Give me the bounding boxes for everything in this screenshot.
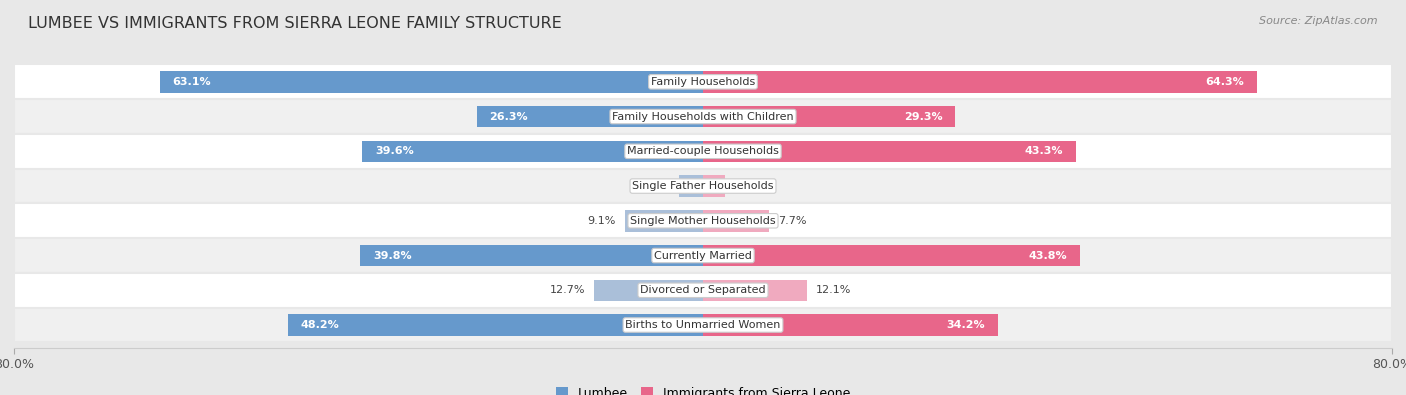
Bar <box>288 314 703 336</box>
Text: 43.3%: 43.3% <box>1025 146 1063 156</box>
Bar <box>14 99 1392 134</box>
Text: 12.7%: 12.7% <box>550 285 585 295</box>
Bar <box>593 280 703 301</box>
Text: 12.1%: 12.1% <box>815 285 851 295</box>
Bar <box>360 245 703 266</box>
Text: LUMBEE VS IMMIGRANTS FROM SIERRA LEONE FAMILY STRUCTURE: LUMBEE VS IMMIGRANTS FROM SIERRA LEONE F… <box>28 16 562 31</box>
Text: Single Mother Households: Single Mother Households <box>630 216 776 226</box>
Text: 39.6%: 39.6% <box>375 146 413 156</box>
Bar <box>703 71 1257 92</box>
Bar <box>14 238 1392 273</box>
Legend: Lumbee, Immigrants from Sierra Leone: Lumbee, Immigrants from Sierra Leone <box>551 382 855 395</box>
Text: Divorced or Separated: Divorced or Separated <box>640 285 766 295</box>
Bar <box>703 210 769 231</box>
Bar <box>703 141 1076 162</box>
Text: 2.5%: 2.5% <box>733 181 762 191</box>
Bar <box>679 175 703 197</box>
Bar <box>14 169 1392 203</box>
Bar <box>703 245 1080 266</box>
Text: 43.8%: 43.8% <box>1029 250 1067 261</box>
Bar <box>477 106 703 127</box>
Text: 2.8%: 2.8% <box>641 181 671 191</box>
Text: Births to Unmarried Women: Births to Unmarried Women <box>626 320 780 330</box>
Text: 63.1%: 63.1% <box>173 77 211 87</box>
Text: Married-couple Households: Married-couple Households <box>627 146 779 156</box>
Bar <box>703 314 997 336</box>
Text: Source: ZipAtlas.com: Source: ZipAtlas.com <box>1260 16 1378 26</box>
Text: 29.3%: 29.3% <box>904 111 942 122</box>
Bar <box>14 308 1392 342</box>
Text: 48.2%: 48.2% <box>301 320 340 330</box>
Bar <box>703 175 724 197</box>
Text: Family Households: Family Households <box>651 77 755 87</box>
Bar <box>160 71 703 92</box>
Text: 39.8%: 39.8% <box>373 250 412 261</box>
Text: 26.3%: 26.3% <box>489 111 529 122</box>
Text: Single Father Households: Single Father Households <box>633 181 773 191</box>
Text: 9.1%: 9.1% <box>588 216 616 226</box>
Text: 7.7%: 7.7% <box>778 216 807 226</box>
Bar <box>703 280 807 301</box>
Bar <box>14 134 1392 169</box>
Text: Currently Married: Currently Married <box>654 250 752 261</box>
Text: Family Households with Children: Family Households with Children <box>612 111 794 122</box>
Bar <box>14 64 1392 99</box>
Text: 34.2%: 34.2% <box>946 320 984 330</box>
Bar <box>624 210 703 231</box>
Bar <box>703 106 955 127</box>
Bar <box>14 273 1392 308</box>
Text: 64.3%: 64.3% <box>1205 77 1244 87</box>
Bar <box>14 203 1392 238</box>
Bar <box>361 141 703 162</box>
